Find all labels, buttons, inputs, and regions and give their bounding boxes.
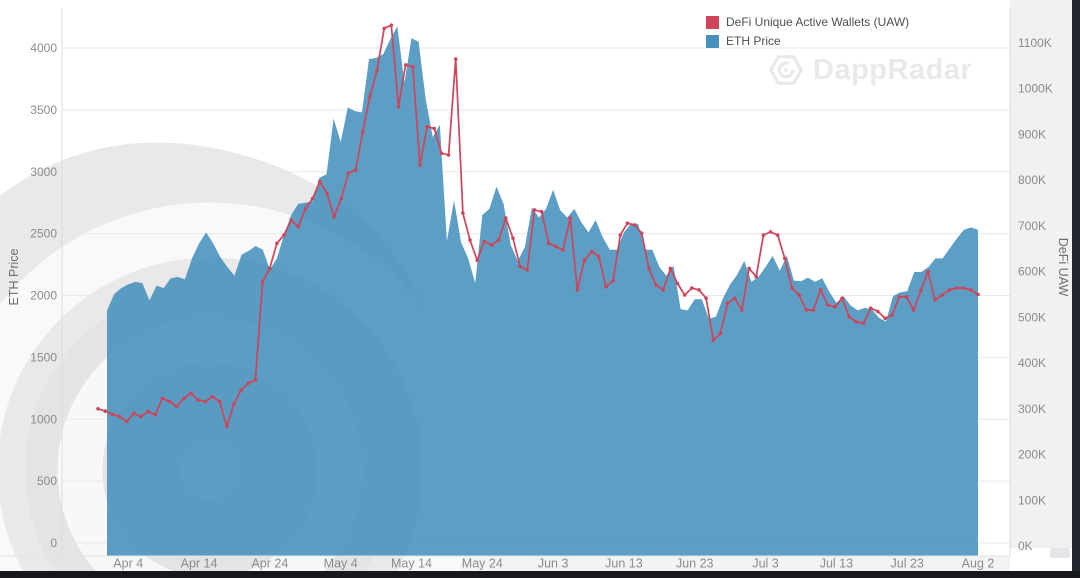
tick-label: 900K	[1018, 127, 1046, 141]
tick-label: 500	[37, 474, 57, 488]
legend-item-uaw[interactable]: DeFi Unique Active Wallets (UAW)	[706, 15, 909, 29]
tick-label: 3000	[30, 165, 57, 179]
legend-label-eth: ETH Price	[726, 34, 781, 48]
tick-label: Aug 2	[962, 557, 995, 571]
tick-label: 2000	[30, 289, 57, 303]
legend-item-eth[interactable]: ETH Price	[706, 34, 909, 48]
tick-label: 800K	[1018, 173, 1046, 187]
eth-color-swatch	[706, 34, 719, 48]
tick-label: 400K	[1018, 356, 1046, 370]
tick-label: Jul 23	[891, 557, 924, 571]
y-left-axis-title: ETH Price	[7, 248, 21, 306]
tick-label: Apr 4	[113, 557, 143, 571]
tick-label: 1100K	[1018, 36, 1052, 50]
tick-label: 2500	[30, 227, 57, 241]
tick-label: Jun 23	[676, 557, 714, 571]
tick-label: 200K	[1018, 448, 1046, 462]
legend-label-uaw: DeFi Unique Active Wallets (UAW)	[726, 15, 910, 29]
tick-label: 600K	[1018, 265, 1046, 279]
tick-label: May 14	[391, 557, 432, 571]
tick-label: 0K	[1018, 539, 1033, 553]
uaw-color-swatch	[706, 15, 719, 29]
tick-label: 0	[50, 536, 57, 550]
cropped-ui-fragment	[1050, 548, 1070, 558]
legend: DeFi Unique Active Wallets (UAW) ETH Pri…	[706, 15, 909, 48]
tick-label: Jul 3	[752, 557, 778, 571]
tick-label: Jul 13	[820, 557, 853, 571]
tick-label: 1000	[30, 412, 57, 426]
screenshot-bottom-edge	[0, 571, 1080, 578]
tick-label: 1500	[30, 350, 57, 364]
tick-label: 4000	[30, 41, 57, 55]
tick-label: Jun 3	[538, 557, 569, 571]
tick-label: 1000K	[1018, 82, 1053, 96]
tick-label: 100K	[1018, 493, 1046, 507]
tick-label: Jun 13	[605, 557, 643, 571]
tick-label: May 4	[324, 557, 358, 571]
y-right-axis-title: DeFi UAW	[1056, 237, 1070, 297]
tick-label: 300K	[1018, 402, 1046, 416]
tick-label: 500K	[1018, 310, 1046, 324]
tick-label: 3500	[30, 103, 57, 117]
tick-label: Apr 24	[251, 557, 288, 571]
screenshot-right-edge	[1072, 0, 1080, 578]
tick-label: May 24	[462, 557, 503, 571]
tick-label: 700K	[1018, 219, 1046, 233]
tick-label: Apr 14	[181, 557, 218, 571]
